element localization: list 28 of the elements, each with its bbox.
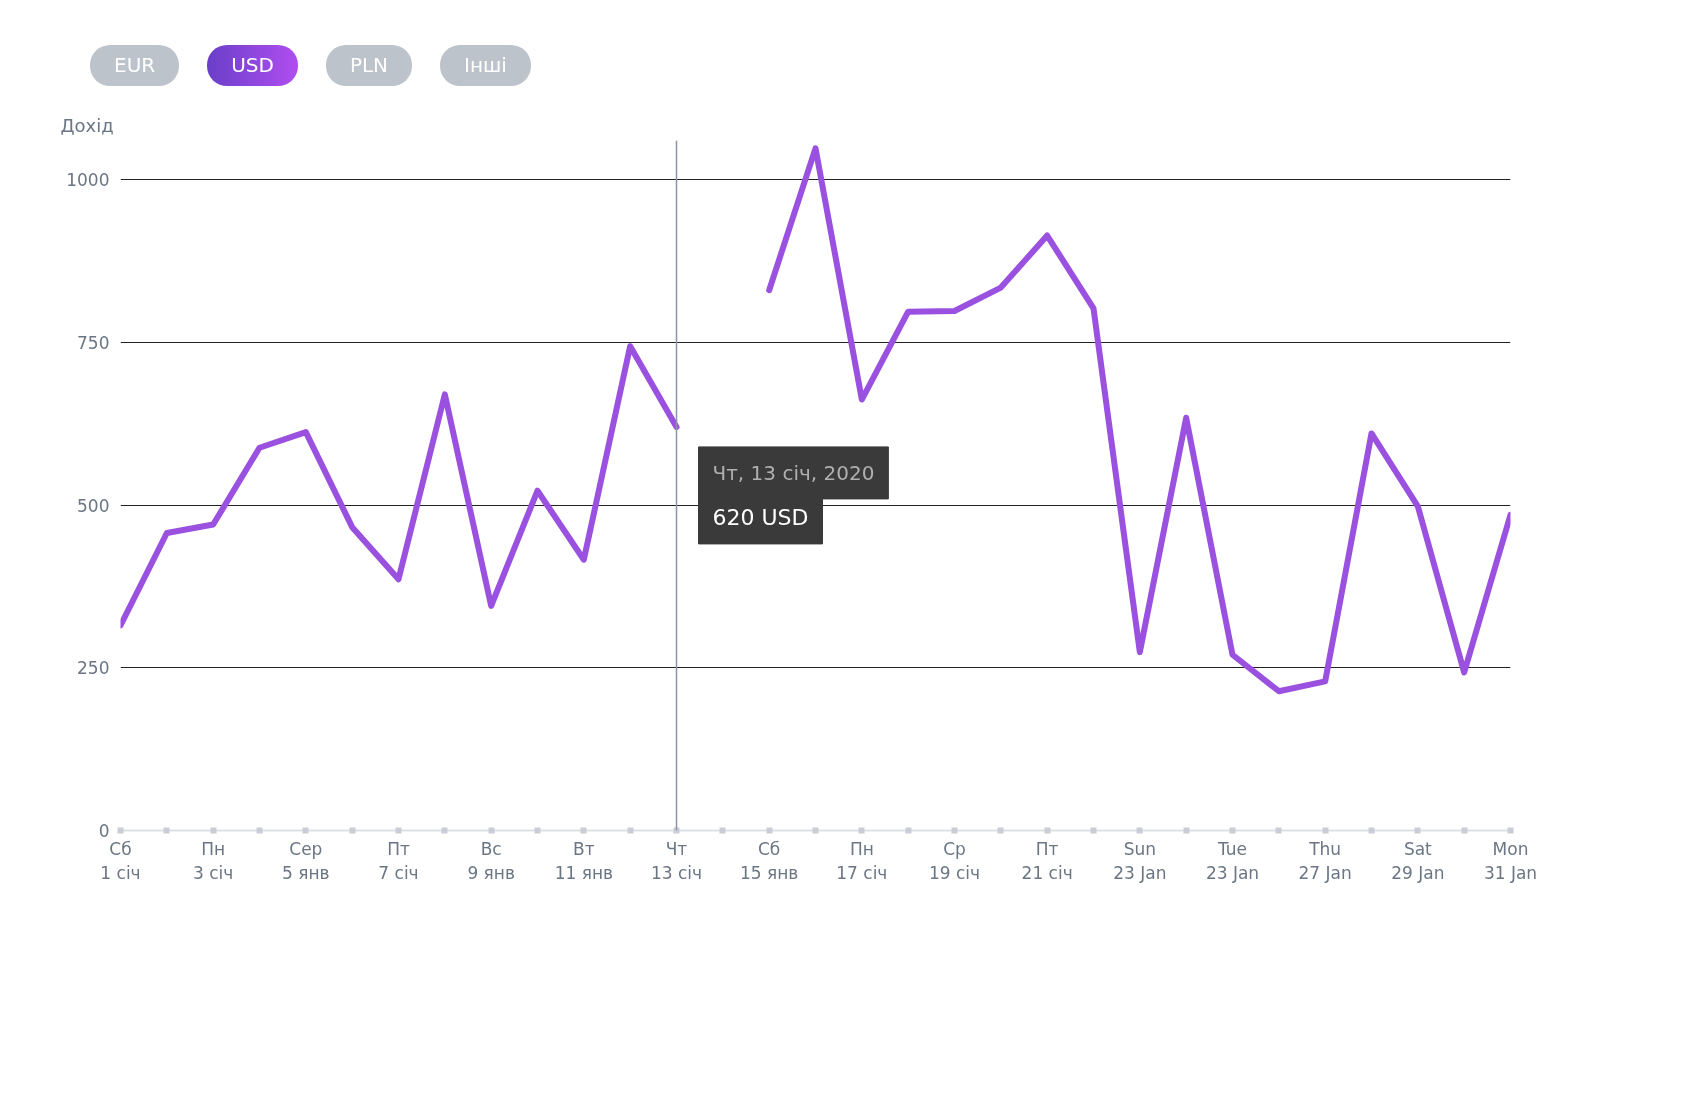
x-tick-label: Пн 17 січ: [836, 838, 888, 883]
x-tick-label: Сер 5 янв: [282, 838, 330, 883]
x-tick-label: Пн 3 січ: [193, 838, 234, 883]
x-tick-label: Sat 29 Jan: [1391, 838, 1445, 883]
text: EUR: [90, 45, 180, 86]
x-tick-label: Sun 23 Jan: [1113, 838, 1167, 883]
text: USD: [207, 45, 298, 86]
text: Інші: [440, 45, 531, 86]
x-tick-label: Вс 9 янв: [467, 838, 515, 883]
x-tick-label: Ср 19 січ: [928, 838, 981, 883]
text: PLN: [325, 45, 413, 86]
x-tick-label: Tue 23 Jan: [1205, 838, 1260, 883]
x-tick-label: Пт 21 січ: [1021, 838, 1073, 883]
annotation: Чт, 13 січ, 2020: [712, 460, 875, 485]
y-tick-label: 750: [77, 332, 110, 353]
y-tick-label: 1000: [66, 170, 110, 191]
y-axis-title: Дохід: [60, 114, 114, 136]
y-tick-label: 0: [98, 821, 110, 841]
annotation: 620 USD: [712, 504, 809, 530]
x-tick-label: Пт 7 січ: [378, 838, 419, 883]
x-tick-label: Thu 27 Jan: [1298, 838, 1352, 883]
y-tick-label: 500: [77, 495, 110, 516]
x-tick-label: Вт 11 янв: [554, 838, 614, 883]
x-tick-label: Сб 15 янв: [739, 838, 799, 883]
x-tick-label: Mon 31 Jan: [1483, 838, 1538, 883]
x-tick-label: Чт 13 січ: [650, 838, 703, 883]
x-tick-label: Сб 1 січ: [100, 838, 141, 883]
y-tick-label: 250: [77, 658, 110, 679]
